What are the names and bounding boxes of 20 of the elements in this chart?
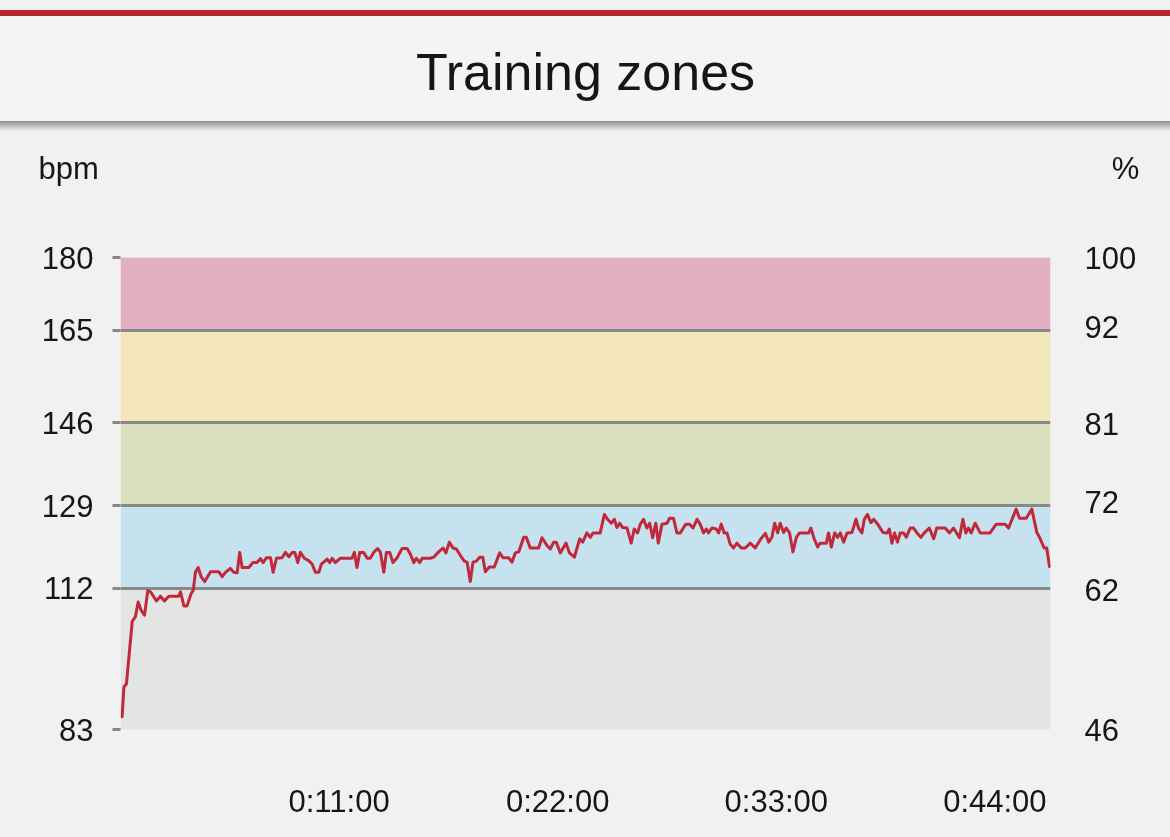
- y2-tick-label: 46: [1084, 712, 1119, 748]
- y2-tick-label: 92: [1084, 310, 1119, 346]
- y-tick-label: 129: [41, 488, 94, 524]
- x-tick-label: 0:11:00: [288, 783, 390, 819]
- y-tick-label: 165: [41, 313, 94, 349]
- y-tick-label: 146: [41, 405, 94, 441]
- y2-tick-label: 62: [1084, 572, 1119, 608]
- x-tick-label: 0:22:00: [505, 783, 610, 819]
- line-series: [120, 507, 1051, 719]
- chart-title: Training zones: [415, 43, 756, 102]
- y-tick-label: 112: [44, 571, 94, 607]
- x-tick-label: 0:33:00: [724, 783, 828, 819]
- y2-tick-label: 72: [1084, 485, 1119, 521]
- y-tick-label: 180: [41, 240, 94, 276]
- x-tick-label: 0:44:00: [943, 783, 1047, 819]
- y-axis-title: bpm: [38, 150, 99, 186]
- y2-tick-label: 100: [1084, 240, 1137, 276]
- y-tick-label: 83: [59, 712, 94, 748]
- y2-axis-title: %: [1111, 150, 1140, 186]
- y2-tick-label: 81: [1084, 406, 1119, 442]
